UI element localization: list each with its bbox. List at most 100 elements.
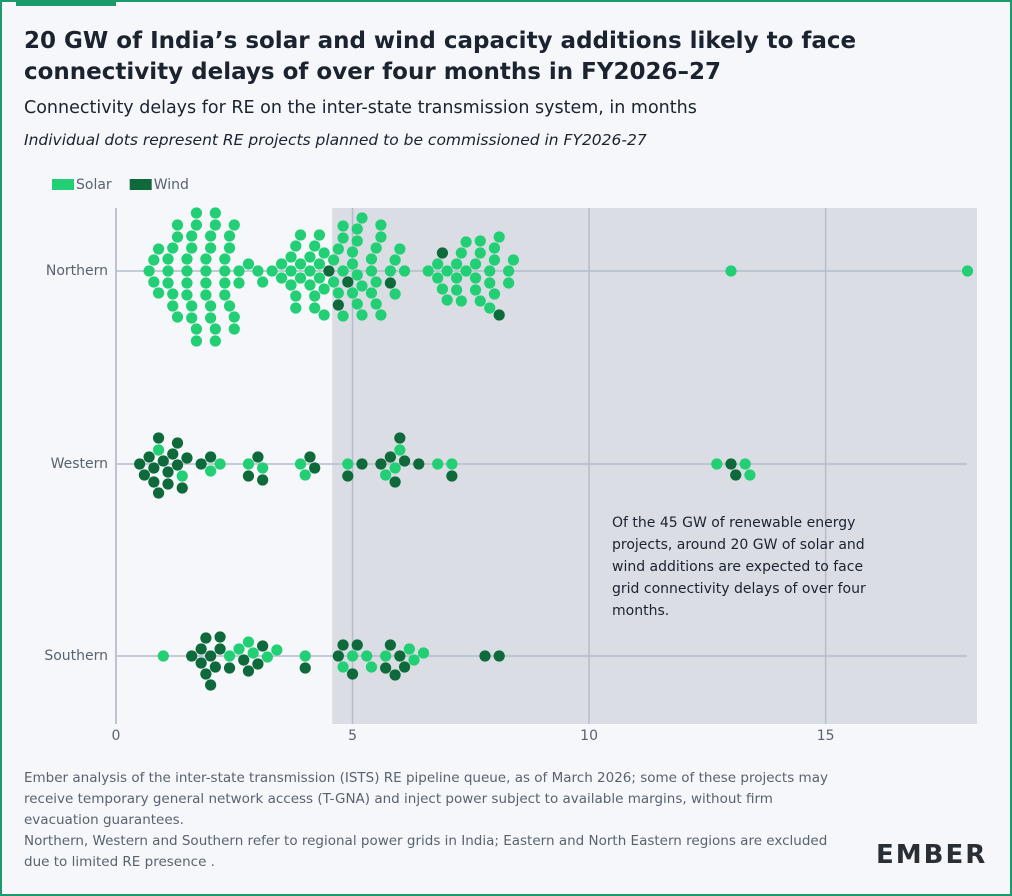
dot xyxy=(361,650,373,662)
dot xyxy=(219,277,231,289)
dot xyxy=(318,247,330,259)
dot xyxy=(309,462,321,474)
dot xyxy=(152,444,165,456)
dot xyxy=(162,478,174,490)
dot xyxy=(394,650,406,662)
dot xyxy=(205,230,217,242)
dot xyxy=(266,265,278,277)
dot xyxy=(328,254,340,266)
dot xyxy=(181,289,193,301)
dot xyxy=(460,265,472,277)
dot xyxy=(219,265,231,277)
dot xyxy=(503,265,515,277)
dot xyxy=(389,462,401,474)
dot xyxy=(209,323,221,335)
dot xyxy=(162,466,174,478)
dot xyxy=(271,644,283,656)
annotation: Of the 45 GW of renewable energy project… xyxy=(612,515,866,619)
x-tick-label: 10 xyxy=(580,728,598,744)
dot xyxy=(167,448,179,460)
dot xyxy=(285,265,297,277)
dot xyxy=(294,258,307,270)
dot xyxy=(290,302,302,314)
dot xyxy=(380,662,392,674)
dot xyxy=(389,476,401,488)
dot xyxy=(162,253,174,265)
dot xyxy=(275,258,288,270)
dot xyxy=(318,309,330,321)
dot xyxy=(186,230,198,242)
dot xyxy=(214,643,226,655)
dot xyxy=(186,242,198,254)
dot xyxy=(375,458,387,470)
dot xyxy=(214,458,226,470)
dot xyxy=(275,272,288,284)
dot xyxy=(233,277,245,289)
dot xyxy=(157,455,169,467)
dot xyxy=(257,474,269,486)
dot xyxy=(356,309,368,321)
dot xyxy=(503,277,515,289)
dot xyxy=(290,290,302,302)
dot xyxy=(384,451,396,463)
dot xyxy=(285,251,297,263)
dot xyxy=(507,254,519,266)
footnotes: Ember analysis of the inter-state transm… xyxy=(24,768,849,873)
dot xyxy=(365,265,378,277)
dot xyxy=(242,636,255,648)
dot xyxy=(351,298,363,310)
dot xyxy=(389,254,401,266)
dot xyxy=(380,469,392,481)
dot xyxy=(484,302,496,314)
dot xyxy=(398,265,411,277)
dot xyxy=(493,309,505,321)
dot xyxy=(257,640,269,652)
dot xyxy=(375,219,387,231)
dot xyxy=(346,668,359,680)
dot xyxy=(356,212,368,224)
dot xyxy=(148,254,160,266)
dot xyxy=(223,300,236,312)
dot xyxy=(484,277,496,289)
dot xyxy=(436,283,449,295)
dot xyxy=(219,289,231,301)
dot xyxy=(290,240,302,252)
dot xyxy=(200,277,212,289)
dot xyxy=(436,247,449,259)
dot xyxy=(337,220,349,232)
dot xyxy=(422,265,434,277)
dot xyxy=(398,455,411,467)
dot xyxy=(157,650,169,662)
dot xyxy=(328,276,340,288)
legend-swatch xyxy=(52,179,74,190)
dot xyxy=(313,272,326,284)
dot xyxy=(200,253,212,265)
dot xyxy=(313,229,326,241)
dot xyxy=(195,458,207,470)
dot xyxy=(739,458,751,470)
dot xyxy=(195,643,207,655)
x-tick-label: 5 xyxy=(348,728,357,744)
dot xyxy=(403,643,415,655)
dot xyxy=(209,207,221,219)
dot xyxy=(195,657,207,669)
dot xyxy=(375,309,387,321)
dot xyxy=(309,302,321,314)
dot xyxy=(318,283,330,295)
top-bar xyxy=(16,2,116,6)
dot xyxy=(469,258,482,270)
dot xyxy=(152,243,165,255)
dot xyxy=(469,284,482,296)
dot xyxy=(223,662,236,674)
dot xyxy=(299,662,311,674)
dot xyxy=(365,661,378,673)
dot xyxy=(304,251,316,263)
dot xyxy=(744,469,756,481)
dot xyxy=(205,650,217,662)
dot xyxy=(200,668,212,680)
dot xyxy=(181,452,193,464)
dot xyxy=(181,277,193,289)
dot xyxy=(313,258,326,270)
